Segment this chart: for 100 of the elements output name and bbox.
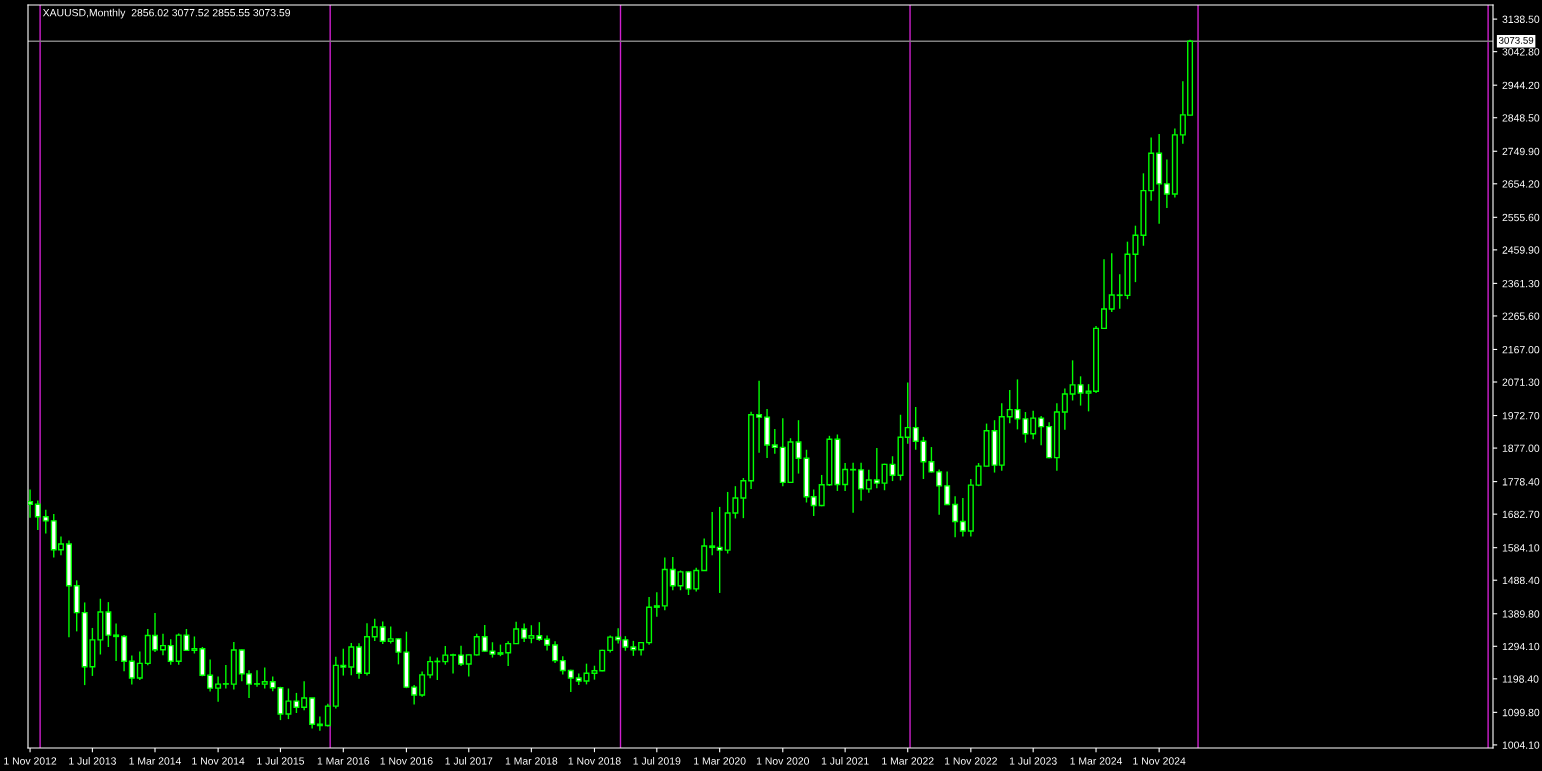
x-tick-label: 1 Mar 2018 bbox=[505, 757, 558, 765]
candlestick bbox=[105, 601, 112, 648]
candlestick bbox=[167, 638, 174, 666]
candlestick bbox=[458, 644, 465, 667]
x-tick-label: 1 Nov 2024 bbox=[1133, 757, 1186, 765]
y-tick-label: 2265.60 bbox=[1502, 312, 1540, 320]
candlestick bbox=[1077, 375, 1084, 407]
y-tick-label: 3138.50 bbox=[1502, 15, 1540, 23]
candlestick bbox=[301, 680, 308, 711]
y-tick-label: 2555.60 bbox=[1502, 213, 1540, 222]
y-tick-label: 1099.80 bbox=[1502, 708, 1540, 717]
x-tick-label: 1 Mar 2014 bbox=[129, 757, 182, 765]
candlestick bbox=[1038, 415, 1045, 447]
candlestick bbox=[881, 463, 888, 491]
candlestick bbox=[419, 670, 426, 698]
y-tick-label: 1198.40 bbox=[1502, 675, 1539, 683]
candlestick bbox=[1061, 387, 1068, 431]
x-tick-label: 1 Mar 2024 bbox=[1070, 757, 1123, 765]
candlestick bbox=[952, 495, 959, 538]
candlestick bbox=[159, 633, 166, 656]
y-tick-label: 1488.40 bbox=[1502, 576, 1540, 585]
x-tick-label: 1 Mar 2020 bbox=[694, 757, 746, 765]
candlestick bbox=[858, 462, 865, 502]
candlestick bbox=[261, 666, 268, 690]
candlestick bbox=[136, 650, 143, 681]
candlestick bbox=[842, 462, 849, 492]
candlestick bbox=[716, 506, 723, 594]
candlestick bbox=[324, 703, 331, 728]
y-tick-label: 1778.40 bbox=[1502, 478, 1540, 486]
y-tick-label: 2361.30 bbox=[1502, 279, 1540, 288]
candlestick bbox=[959, 497, 966, 538]
candlestick bbox=[552, 640, 559, 664]
candlestick bbox=[944, 470, 951, 506]
x-tick-label: 1 Nov 2022 bbox=[944, 757, 997, 765]
y-tick-label: 1389.80 bbox=[1502, 610, 1540, 618]
y-tick-label: 2459.90 bbox=[1502, 246, 1540, 254]
y-tick-label: 1682.70 bbox=[1502, 510, 1540, 519]
x-tick-label: 1 Jul 2021 bbox=[821, 757, 869, 765]
candlestick bbox=[505, 640, 512, 667]
candlestick bbox=[293, 692, 300, 714]
y-tick-label: 2848.50 bbox=[1502, 114, 1540, 122]
candlestick bbox=[513, 621, 520, 645]
candlestick bbox=[1022, 411, 1029, 444]
y-tick-label: 1004.10 bbox=[1502, 741, 1540, 749]
y-tick-label: 2654.20 bbox=[1502, 180, 1540, 188]
x-tick-label: 1 Nov 2014 bbox=[192, 757, 245, 765]
x-tick-label: 1 Nov 2020 bbox=[756, 757, 810, 765]
candlestick bbox=[559, 655, 566, 676]
candlestick bbox=[873, 447, 880, 489]
candlestick bbox=[473, 633, 480, 657]
candlestick bbox=[936, 468, 943, 516]
candlestick bbox=[1101, 258, 1108, 330]
y-tick-label: 2944.20 bbox=[1502, 81, 1540, 90]
y-tick-label: 1584.10 bbox=[1502, 544, 1540, 552]
candlestick bbox=[253, 669, 261, 688]
x-tick-label: 1 Nov 2016 bbox=[380, 757, 433, 765]
candlestick bbox=[128, 654, 135, 686]
candlestick bbox=[709, 511, 716, 556]
x-tick-label: 1 Jul 2023 bbox=[1009, 757, 1057, 765]
candlestick bbox=[42, 508, 49, 535]
x-tick-label: 1 Jul 2015 bbox=[257, 757, 305, 765]
candlestick bbox=[285, 687, 292, 720]
x-tick-label: 1 Jul 2013 bbox=[69, 757, 116, 765]
y-tick-label: 1877.00 bbox=[1502, 444, 1540, 452]
y-tick-label: 2167.00 bbox=[1502, 345, 1540, 354]
candlestick bbox=[669, 556, 676, 591]
candlestick bbox=[1108, 252, 1115, 313]
candlestick bbox=[1163, 158, 1170, 209]
candlestick bbox=[1132, 224, 1139, 283]
candlestick bbox=[113, 622, 120, 662]
candlestick bbox=[442, 645, 449, 666]
candlestick bbox=[865, 469, 872, 494]
candlestick bbox=[222, 664, 229, 690]
candlestick bbox=[465, 653, 472, 678]
candlestick bbox=[348, 642, 355, 676]
x-tick-label: 1 Jul 2017 bbox=[445, 757, 493, 765]
x-tick-label: 1 Nov 2012 bbox=[4, 757, 57, 765]
ref-line-label: 3073.59 bbox=[1498, 36, 1534, 44]
y-tick-label: 3042.80 bbox=[1502, 48, 1540, 56]
candlestick bbox=[371, 618, 378, 642]
x-tick-label: 1 Jul 2019 bbox=[633, 757, 681, 765]
candlestick bbox=[215, 675, 222, 703]
candlestick bbox=[1069, 359, 1076, 402]
candlestick bbox=[850, 462, 857, 514]
candlestick bbox=[207, 658, 214, 693]
candlestick bbox=[411, 684, 418, 706]
candlestick bbox=[740, 477, 747, 519]
x-tick-label: 1 Mar 2016 bbox=[317, 757, 370, 765]
y-tick-label: 1972.70 bbox=[1502, 412, 1540, 420]
x-tick-label: 1 Mar 2022 bbox=[882, 757, 934, 765]
candlestick bbox=[756, 380, 763, 454]
candlestick bbox=[536, 621, 543, 642]
candlestick bbox=[1030, 409, 1037, 440]
candlestick bbox=[34, 499, 41, 531]
candlestick bbox=[810, 488, 817, 517]
y-tick-label: 2071.30 bbox=[1502, 378, 1540, 386]
y-tick-label: 1294.10 bbox=[1502, 642, 1540, 651]
x-tick-label: 1 Nov 2018 bbox=[568, 757, 621, 765]
y-tick-label: 2749.90 bbox=[1502, 147, 1540, 156]
candlestick bbox=[928, 446, 935, 474]
